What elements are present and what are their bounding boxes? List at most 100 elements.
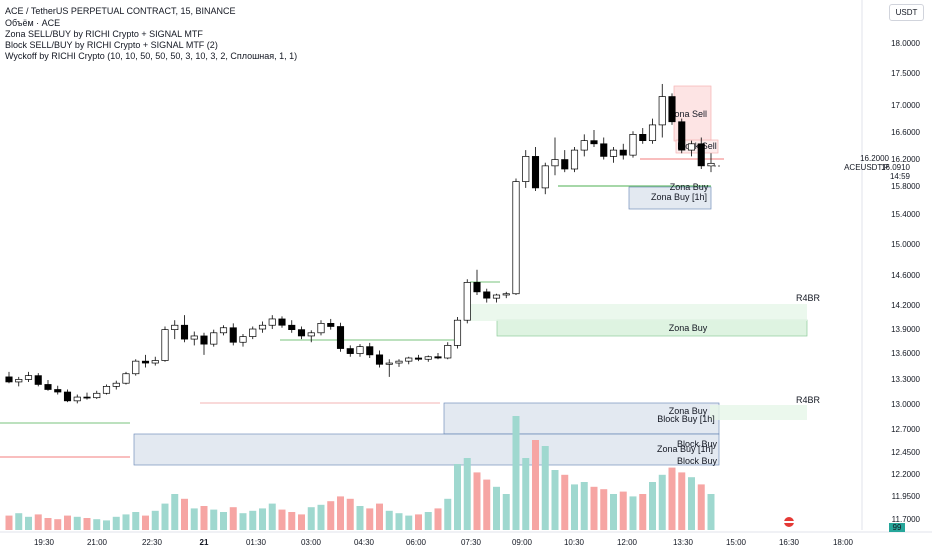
- volume-bar: [668, 467, 676, 530]
- indicator-zona[interactable]: Zona SELL/BUY by RICHI Crypto + SIGNAL M…: [5, 29, 203, 39]
- volume-bar: [649, 482, 656, 530]
- volume-bar: [5, 515, 13, 530]
- candle-body: [658, 96, 666, 126]
- candle: [434, 352, 442, 360]
- volume-bar: [327, 501, 335, 530]
- volume-bar: [697, 484, 705, 530]
- candle: [502, 291, 510, 299]
- volume-bar: [239, 513, 247, 530]
- candle-body: [434, 356, 442, 359]
- zone-rect: [443, 402, 720, 435]
- candle-body: [190, 335, 198, 340]
- currency-button[interactable]: USDT: [889, 4, 924, 21]
- candle: [24, 371, 33, 382]
- candle: [531, 146, 540, 192]
- badge: [889, 523, 905, 532]
- zone-label: Block Buy: [677, 439, 718, 449]
- candle: [668, 93, 676, 125]
- indicator-wyckoff[interactable]: Wyckoff by RICHI Crypto (10, 10, 50, 50,…: [5, 51, 298, 61]
- y-tick-label: 16.2000: [891, 155, 920, 164]
- x-tick-label: 19:30: [34, 538, 55, 547]
- y-tick-label: 11.9500: [892, 492, 921, 501]
- volume-bar: [83, 518, 91, 530]
- candle: [590, 129, 598, 147]
- candle: [93, 390, 101, 399]
- volume-bar: [220, 512, 227, 530]
- candle-body: [609, 149, 618, 157]
- y-tick-label: 15.8000: [891, 182, 920, 191]
- candle-body: [336, 326, 345, 349]
- candle-body: [278, 318, 286, 326]
- candle: [561, 150, 569, 173]
- candle: [102, 384, 111, 395]
- volume-bar: [629, 496, 637, 530]
- volume-bar: [346, 498, 354, 530]
- candle-body: [219, 327, 228, 334]
- candle-body: [180, 324, 189, 340]
- indicator-volume[interactable]: Объём · ACE: [5, 18, 61, 28]
- candle-body: [483, 291, 491, 299]
- candle: [453, 317, 462, 349]
- candle: [63, 389, 72, 403]
- candle-body: [648, 124, 657, 142]
- indicator-block[interactable]: Block SELL/BUY by RICHI Crypto + SIGNAL …: [5, 40, 218, 50]
- candle-body: [171, 324, 179, 330]
- candle: [385, 359, 393, 377]
- volume-bar: [610, 494, 617, 530]
- candle: [190, 331, 198, 346]
- badge-label: 99: [893, 523, 902, 532]
- volume-bar: [590, 486, 598, 530]
- x-tick-label: 06:00: [406, 538, 427, 547]
- candle-body: [288, 324, 296, 330]
- candle: [307, 330, 315, 343]
- volume-bar: [278, 509, 286, 530]
- candle: [249, 326, 257, 340]
- candle: [180, 315, 189, 343]
- candle: [687, 140, 696, 157]
- volume-bar: [181, 498, 188, 530]
- volume-bar: [190, 508, 198, 530]
- candle-body: [151, 360, 159, 364]
- y-tick-label: 17.5000: [891, 69, 920, 78]
- candle: [424, 355, 432, 362]
- x-tick-label: 09:00: [512, 538, 533, 547]
- candle-body: [444, 345, 452, 359]
- candle: [83, 392, 91, 400]
- candle-body: [297, 329, 306, 337]
- y-tick-label: 11.7000: [892, 515, 921, 524]
- candle: [44, 380, 52, 391]
- symbol-title[interactable]: ACE / TetherUS PERPETUAL CONTRACT, 15, B…: [5, 6, 236, 16]
- candle: [375, 350, 384, 368]
- candle-body: [629, 134, 637, 156]
- candle: [122, 371, 130, 385]
- volume-bar: [171, 494, 179, 530]
- candle: [395, 359, 403, 367]
- volume-bar: [229, 507, 237, 530]
- candle: [697, 137, 705, 169]
- volume-bar: [600, 489, 608, 530]
- candle-body: [502, 293, 510, 296]
- candle-body: [580, 140, 588, 151]
- candle: [239, 334, 247, 347]
- volume-bar: [259, 508, 266, 530]
- candle: [317, 320, 325, 336]
- candle: [34, 373, 42, 387]
- zone-label: Zona Buy [1h]: [651, 192, 707, 202]
- candle-body: [317, 323, 325, 334]
- y-tick-label: 14.6000: [891, 271, 920, 280]
- volume-bar: [473, 472, 481, 530]
- zone-rect: [496, 319, 808, 337]
- y-tick-label: 13.6000: [891, 349, 920, 358]
- volume-bar: [73, 516, 81, 530]
- candle-body: [473, 282, 481, 293]
- volume-bar: [707, 494, 715, 530]
- x-tick-label: 16:30: [779, 538, 800, 547]
- zone-label: R4BR: [796, 395, 821, 405]
- candle-body: [531, 156, 540, 189]
- volume-bar: [337, 496, 344, 530]
- candle-body: [512, 181, 520, 295]
- candle-body: [112, 382, 120, 387]
- candle-body: [307, 332, 315, 337]
- candle: [112, 380, 120, 390]
